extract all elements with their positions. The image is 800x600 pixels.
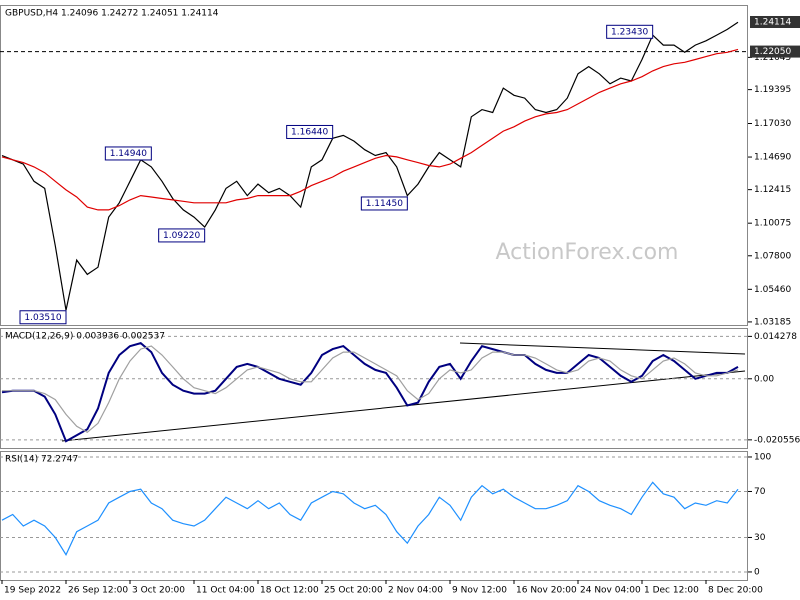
annotation-box	[360, 196, 408, 211]
annotation-box	[158, 228, 206, 243]
x-tick-label: 9 Nov 12:00	[452, 586, 507, 596]
y-tick-label: 1.17030	[754, 119, 791, 129]
reference-label: 1.22050	[754, 47, 791, 57]
y-tick-label: 30	[754, 533, 766, 543]
x-tick-label: 16 Nov 20:00	[516, 586, 577, 596]
current-price-label: 1.24114	[754, 17, 791, 27]
annotation-label: 1.16440	[291, 127, 328, 137]
y-tick-label: 0	[754, 567, 760, 577]
y-tick-label: 1.10075	[754, 219, 791, 229]
series-line	[2, 345, 739, 434]
y-tick-label: 1.05460	[754, 285, 791, 295]
y-tick-label: 1.07800	[754, 251, 791, 261]
x-tick-label: 25 Oct 20:00	[324, 586, 383, 596]
y-tick-label: -0.020556	[754, 435, 800, 445]
y-tick-label: 1.19395	[754, 85, 791, 95]
annotation-label: 1.23430	[611, 27, 648, 37]
watermark: ActionForex.com	[496, 240, 679, 265]
x-tick-label: 2 Nov 04:00	[388, 586, 443, 596]
annotation-box	[606, 24, 654, 39]
x-tick-label: 11 Oct 04:00	[196, 586, 255, 596]
y-tick-label: 1.12415	[754, 185, 791, 195]
y-tick-label: 100	[754, 452, 771, 462]
panel-frame	[0, 328, 748, 449]
annotation-box	[19, 310, 67, 325]
annotation-box	[286, 124, 334, 139]
series-line	[1, 481, 739, 556]
panel-frame	[0, 5, 748, 326]
y-tick-label: 0.00	[754, 374, 774, 384]
x-tick-label: 19 Sep 2022	[4, 586, 61, 596]
x-tick-label: 3 Oct 20:00	[132, 586, 185, 596]
annotation-box	[104, 146, 152, 161]
x-tick-label: 24 Nov 04:00	[580, 586, 641, 596]
panel-frame	[0, 451, 748, 581]
series-line	[1, 48, 739, 211]
annotation-label: 1.14940	[110, 149, 147, 159]
y-tick-label: 0.014278	[754, 332, 797, 342]
price-label-bg	[750, 45, 800, 58]
x-tick-label: 18 Oct 12:00	[260, 586, 319, 596]
series-line	[1, 21, 739, 311]
panel-title: MACD(12,26,9) 0.003936 0.002537	[5, 332, 165, 342]
annotation-label: 1.09220	[163, 231, 200, 241]
series-line	[1, 341, 739, 443]
panel-title: GBPUSD,H4 1.24096 1.24272 1.24051 1.2411…	[5, 9, 219, 19]
panel-title: RSI(14) 72.2747	[5, 455, 78, 465]
y-tick-label: 70	[754, 487, 766, 497]
y-tick-label: 1.21645	[754, 53, 791, 63]
trend-line	[459, 342, 746, 355]
x-tick-label: 26 Sep 12:00	[68, 586, 128, 596]
price-label-bg	[750, 15, 800, 28]
y-tick-label: 1.14690	[754, 153, 791, 163]
y-tick-label: 1.03185	[754, 317, 791, 327]
x-tick-label: 8 Dec 20:00	[708, 586, 763, 596]
annotation-label: 1.11450	[366, 199, 403, 209]
x-tick-label: 1 Dec 12:00	[644, 586, 699, 596]
annotation-label: 1.03510	[24, 313, 61, 323]
